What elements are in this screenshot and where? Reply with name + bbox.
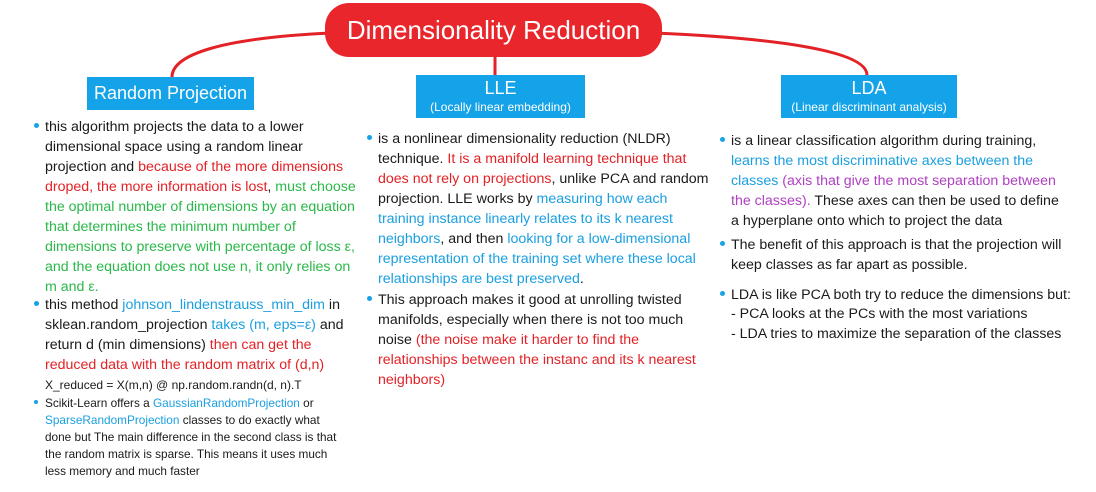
rp-code-line: X_reduced = X(m,n) @ np.random.randn(d, … [45,378,302,392]
rp-b3-blue-2: SparseRandomProjection [45,413,180,427]
root-topic[interactable]: Dimensionality Reduction [325,3,662,57]
rp-b2-red: then can get the reduced data with the r… [45,337,325,373]
rp-bullet-1: this algorithm projects the data to a lo… [33,117,363,297]
branch-lda[interactable]: LDA (Linear discriminant analysis) [781,75,957,118]
branch-random-projection[interactable]: Random Projection [87,77,254,110]
rp-b2-text2: in sklean.random_projection [45,297,340,333]
lle-b1-blue-1: measuring how each training instance lin… [378,191,673,247]
lda-b3-line-1: - PCA looks at the PCs with the most var… [731,306,1028,322]
lle-b1-text3: , and then [440,231,508,247]
branch-title-lda: LDA [851,78,887,98]
lle-b1-blue-2: looking for a low-dimensional representa… [378,231,696,287]
rp-b3-blue-1: GaussianRandomProjection [152,396,300,410]
lda-b1-blue: learns the most discriminative axes betw… [731,153,1034,189]
lle-b1-red: It is a manifold learning technique that… [378,151,687,187]
lle-b2-text: This approach makes it good at unrolling… [378,292,684,348]
lle-bullet-1: is a nonlinear dimensionality reduction … [366,129,714,289]
rp-b3-or: or [299,396,314,410]
branch-subtitle-lda: (Linear discriminant analysis) [791,100,947,114]
lle-b2-red: (the noise make it harder to find the re… [378,332,696,388]
rp-b2-blue-fn: johnson_lindenstrauss_min_dim [122,297,325,313]
rp-b1-green: must choose the optimal number of dimens… [45,179,356,295]
lda-b2-text: The benefit of this approach is that the… [731,237,1062,273]
rp-b3-text: Scikit-Learn offers a [45,396,153,410]
branch-title-rp: Random Projection [93,83,248,103]
lda-b1-rest: These axes can then be used to define a … [731,193,1059,229]
lle-b1-text: is a nonlinear dimensionality reduction … [378,131,671,167]
lle-b1-end: . [579,271,584,287]
connector-lda [654,31,869,76]
rp-bullet-2: this method johnson_lindenstrauss_min_di… [33,295,363,394]
rp-b3-rest: classes to do exactly what done but The … [45,413,337,478]
lle-b1-text2: , unlike PCA and random projection. LLE … [378,171,709,207]
lda-b1-text: is a linear classification algorithm dur… [731,133,1037,149]
rp-b1-red: because of the more dimensions droped, t… [45,159,344,195]
lda-bullet-1: is a linear classification algorithm dur… [719,131,1067,231]
connector-rp [170,31,333,78]
branch-lle[interactable]: LLE (Locally linear embedding) [416,75,585,118]
lda-b3-line-2: - LDA tries to maximize the separation o… [731,326,1062,342]
lle-bullet-2: This approach makes it good at unrolling… [366,290,696,390]
rp-b2-text3: and return d (min dimensions) [45,317,344,353]
lda-bullet-3: LDA is like PCA both try to reduce the d… [719,285,1089,305]
rp-b2-blue-args: takes (m, eps=ε) [211,317,316,333]
lda-b3-text: LDA is like PCA both try to reduce the d… [731,287,1071,303]
rp-bullet-3: Scikit-Learn offers a GaussianRandomProj… [33,395,343,480]
rp-b2-text: this method [45,297,123,313]
rp-b1-sep: , [267,179,276,195]
lda-bullet-2: The benefit of this approach is that the… [719,235,1064,275]
rp-b1-text: this algorithm projects the data to a lo… [45,119,304,175]
branch-title-lle: LLE [484,78,517,98]
lda-b1-purple: (axis that give the most separation betw… [731,173,1056,209]
branch-subtitle-lle: (Locally linear embedding) [430,100,571,114]
